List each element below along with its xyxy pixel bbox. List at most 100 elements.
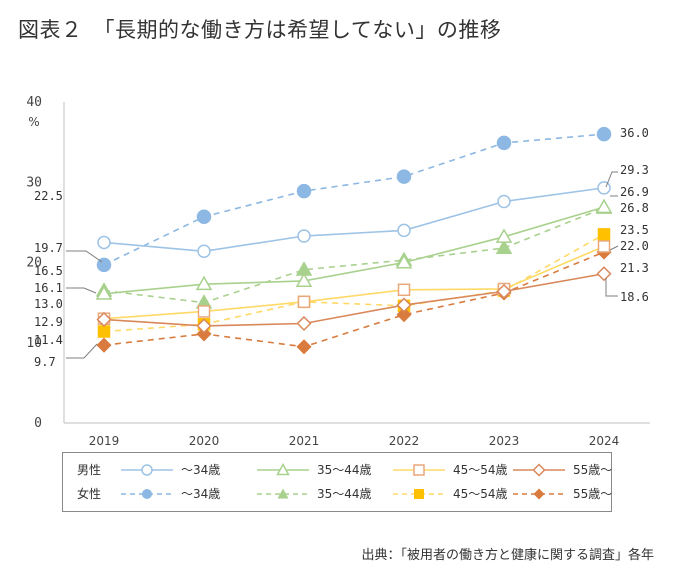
- legend-row-female: 女性 ～34歳 35～44歳 45～54歳 55歳～: [63, 483, 612, 505]
- data-point: [497, 194, 511, 209]
- source-note: 出典：「被用者の働き方と健康に関する調査」各年: [361, 548, 654, 563]
- leader-line: [609, 245, 619, 251]
- data-point: [397, 283, 411, 297]
- legend-swatch-male-u34: [121, 464, 173, 476]
- data-label-2024: 18.6: [620, 290, 649, 304]
- data-point: [296, 339, 312, 355]
- data-point: [95, 285, 113, 300]
- legend-swatch-female-u34: [121, 489, 173, 499]
- leader-line: [605, 278, 618, 297]
- data-label-2019: 16.1: [34, 281, 63, 295]
- legend-item-female-35-44: 35～44歳: [253, 483, 393, 505]
- legend-label-female-u34: ～34歳: [181, 487, 221, 501]
- x-tick-label: 2024: [589, 434, 620, 448]
- data-point: [195, 275, 213, 291]
- data-point: [96, 337, 112, 353]
- data-point: [197, 305, 211, 318]
- legend-label-female-45-54: 45～54歳: [453, 487, 508, 501]
- legend-group-female: 女性: [77, 487, 102, 501]
- series-0: [97, 181, 611, 259]
- data-label-2019: 16.5: [34, 264, 63, 278]
- data-point: [297, 229, 311, 243]
- legend-swatch-male-45-54: [393, 464, 445, 476]
- data-point: [496, 135, 512, 151]
- leader-line: [66, 287, 97, 294]
- data-label-2019: 13.0: [34, 297, 63, 311]
- legend-item-male-u34: ～34歳: [117, 459, 257, 481]
- x-tick-label: 2019: [89, 434, 120, 448]
- data-point: [495, 228, 513, 243]
- data-point: [396, 307, 412, 323]
- y-tick-label: 30: [26, 175, 42, 190]
- series-1: [95, 198, 613, 300]
- legend-label-female-35-44: 35～44歳: [317, 487, 372, 501]
- legend-swatch-female-55: [513, 488, 565, 500]
- series-4: [96, 126, 612, 273]
- series-5: [95, 199, 613, 309]
- figure-title: 図表２ 「長期的な働き方は希望してない」の推移: [18, 18, 502, 42]
- legend-item-male-55: 55歳～: [509, 459, 649, 481]
- y-tick-label: 10: [26, 336, 42, 351]
- legend-group-male: 男性: [77, 463, 102, 477]
- data-point: [595, 198, 613, 214]
- data-label-2019: 22.5: [34, 189, 63, 203]
- data-point: [96, 311, 112, 328]
- series-line: [103, 272, 605, 327]
- data-point: [496, 283, 512, 299]
- y-tick-label: 0: [34, 416, 42, 431]
- chart-data-labels: 22.5 19.7 16.5 16.1 13.0 12.9 11.4 9.7 36.0 29.3 2…: [34, 126, 649, 369]
- data-point: [196, 326, 212, 342]
- x-tick-label: 2023: [489, 434, 520, 448]
- data-point: [196, 318, 212, 334]
- data-point: [396, 297, 412, 313]
- legend-label-male-45-54: 45～54歳: [453, 463, 508, 477]
- leader-line: [66, 343, 98, 359]
- line-chart: 0 10 20 30 40% 2019 2020 2021 2022 2023 2024 22.5 1…: [26, 95, 650, 448]
- data-point: [295, 272, 313, 287]
- series-line: [103, 206, 605, 295]
- data-point: [97, 235, 111, 250]
- data-point: [396, 169, 412, 184]
- x-tick-label: 2022: [389, 434, 420, 448]
- data-point: [97, 325, 111, 338]
- series-line: [103, 133, 605, 266]
- series-3: [96, 266, 612, 334]
- data-label-2024: 36.0: [620, 126, 649, 140]
- series-line: [103, 245, 605, 320]
- data-label-2024: 21.3: [620, 261, 649, 275]
- series-line: [103, 187, 605, 253]
- data-label-2019: 11.4: [34, 333, 63, 347]
- chart-series: [95, 126, 613, 355]
- legend-item-female-45-54: 45～54歳: [389, 483, 529, 505]
- legend-item-female-55: 55歳～: [509, 483, 649, 505]
- chart-axes: 0 10 20 30 40% 2019 2020 2021 2022 2023 2024: [26, 95, 650, 448]
- data-point: [197, 244, 211, 259]
- legend-item-female-u34: ～34歳: [117, 483, 257, 505]
- data-point: [297, 295, 311, 309]
- data-point: [495, 239, 513, 255]
- legend-swatch-male-35-44: [257, 462, 309, 476]
- legend-swatch-female-45-54: [393, 489, 445, 499]
- chart-legend: 男性 ～34歳 35～44歳 45～54歳 55歳～ 女性 ～34歳 35～44…: [62, 452, 612, 512]
- series-2: [97, 240, 611, 325]
- data-point: [395, 253, 413, 269]
- data-label-2024: 23.5: [620, 223, 649, 237]
- leader-line: [66, 250, 103, 263]
- series-6: [97, 228, 611, 338]
- legend-swatch-female-35-44: [257, 488, 309, 499]
- y-tick-label: 20: [26, 256, 42, 271]
- legend-item-male-45-54: 45～54歳: [389, 459, 529, 481]
- data-label-2019: 9.7: [34, 355, 56, 369]
- data-label-2024: 26.8: [620, 201, 649, 215]
- data-point: [596, 266, 612, 282]
- data-label-2024: 22.0: [620, 239, 649, 253]
- legend-swatch-male-55: [513, 463, 565, 477]
- data-point: [597, 228, 611, 241]
- series-line: [103, 207, 605, 304]
- legend-label-female-55: 55歳～: [573, 487, 613, 501]
- data-point: [196, 209, 212, 225]
- series-line: [103, 251, 605, 348]
- data-label-2024: 26.9: [620, 185, 649, 199]
- data-label-2019: 12.9: [34, 315, 63, 329]
- data-point: [597, 240, 611, 253]
